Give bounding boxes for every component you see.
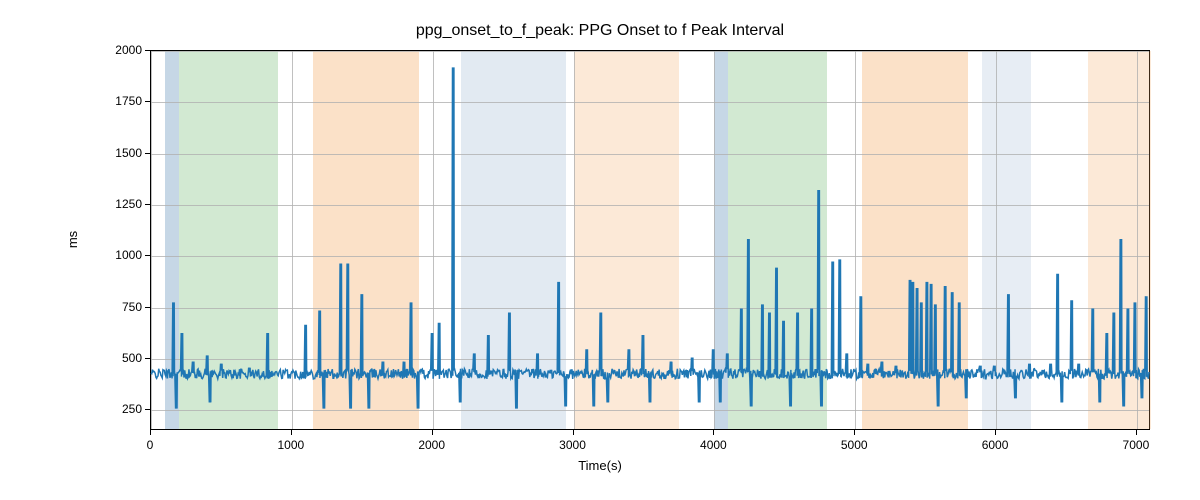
tick-mark-x	[1136, 430, 1137, 435]
tick-mark-y	[145, 50, 150, 51]
plot-area	[150, 50, 1150, 430]
tick-mark-x	[150, 430, 151, 435]
y-tick-label: 2000	[102, 43, 142, 57]
x-tick-label: 3000	[559, 438, 586, 452]
tick-mark-y	[145, 307, 150, 308]
tick-mark-x	[291, 430, 292, 435]
tick-mark-y	[145, 255, 150, 256]
y-tick-label: 1250	[102, 197, 142, 211]
x-tick-label: 4000	[700, 438, 727, 452]
chart-container: ppg_onset_to_f_peak: PPG Onset to f Peak…	[0, 0, 1200, 500]
x-tick-label: 6000	[982, 438, 1009, 452]
tick-mark-x	[432, 430, 433, 435]
y-tick-label: 500	[102, 351, 142, 365]
tick-mark-y	[145, 358, 150, 359]
tick-mark-x	[713, 430, 714, 435]
y-tick-label: 250	[102, 402, 142, 416]
x-axis-label: Time(s)	[0, 458, 1200, 473]
tick-mark-y	[145, 101, 150, 102]
line-plot	[151, 51, 1149, 429]
y-tick-label: 1500	[102, 146, 142, 160]
y-axis-label: ms	[65, 231, 80, 248]
tick-mark-x	[573, 430, 574, 435]
x-tick-label: 1000	[277, 438, 304, 452]
chart-title: ppg_onset_to_f_peak: PPG Onset to f Peak…	[0, 22, 1200, 40]
tick-mark-y	[145, 204, 150, 205]
x-tick-label: 7000	[1123, 438, 1150, 452]
tick-mark-y	[145, 409, 150, 410]
x-tick-label: 0	[147, 438, 154, 452]
data-line	[151, 67, 1149, 408]
tick-mark-y	[145, 153, 150, 154]
y-tick-label: 1000	[102, 248, 142, 262]
tick-mark-x	[854, 430, 855, 435]
x-tick-label: 5000	[841, 438, 868, 452]
tick-mark-x	[995, 430, 996, 435]
x-tick-label: 2000	[418, 438, 445, 452]
y-tick-label: 1750	[102, 94, 142, 108]
y-tick-label: 750	[102, 300, 142, 314]
